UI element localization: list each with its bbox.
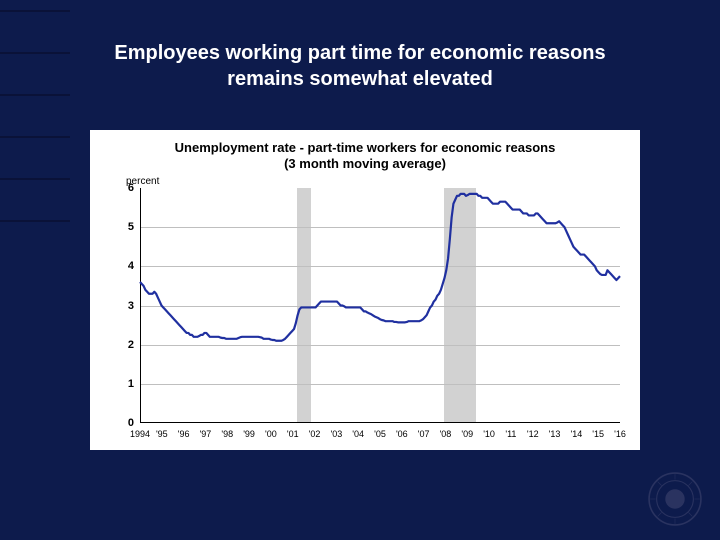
ytick-label: 5 [114, 221, 134, 233]
xtick-label: '14 [570, 429, 582, 439]
decorative-side-lines [0, 10, 70, 262]
slide-title: Employees working part time for economic… [80, 40, 640, 92]
xtick-label: '99 [243, 429, 255, 439]
xtick-label: '00 [265, 429, 277, 439]
xtick-label: '02 [309, 429, 321, 439]
xtick-label: '01 [287, 429, 299, 439]
xtick-label: '13 [549, 429, 561, 439]
xtick-label: '11 [505, 429, 516, 439]
xtick-label: '98 [221, 429, 233, 439]
xtick-label: '04 [352, 429, 364, 439]
plot-area: 01234561994'95'96'97'98'99'00'01'02'03'0… [140, 188, 620, 423]
ytick-label: 0 [114, 417, 134, 429]
xtick-label: '08 [440, 429, 452, 439]
xtick-label: '06 [396, 429, 408, 439]
ytick-label: 1 [114, 378, 134, 390]
xtick-label: '10 [483, 429, 495, 439]
data-line [140, 188, 620, 423]
xtick-label: '97 [200, 429, 212, 439]
ytick-label: 6 [114, 182, 134, 194]
xtick-label: '16 [614, 429, 626, 439]
xtick-label: '95 [156, 429, 168, 439]
xtick-label: '96 [178, 429, 190, 439]
xtick-label: '15 [592, 429, 604, 439]
xtick-label: 1994 [130, 429, 150, 439]
xtick-label: '12 [527, 429, 539, 439]
chart-title-line2: (3 month moving average) [284, 156, 446, 171]
chart-panel: Unemployment rate - part-time workers fo… [90, 130, 640, 450]
chart-title-line1: Unemployment rate - part-time workers fo… [175, 140, 556, 155]
ytick-label: 4 [114, 260, 134, 272]
xtick-label: '07 [418, 429, 430, 439]
chart-title: Unemployment rate - part-time workers fo… [90, 140, 640, 171]
ytick-label: 2 [114, 339, 134, 351]
xtick-label: '03 [330, 429, 342, 439]
xtick-label: '09 [461, 429, 473, 439]
ytick-label: 3 [114, 300, 134, 312]
fed-seal-logo [648, 472, 702, 526]
xtick-label: '05 [374, 429, 386, 439]
